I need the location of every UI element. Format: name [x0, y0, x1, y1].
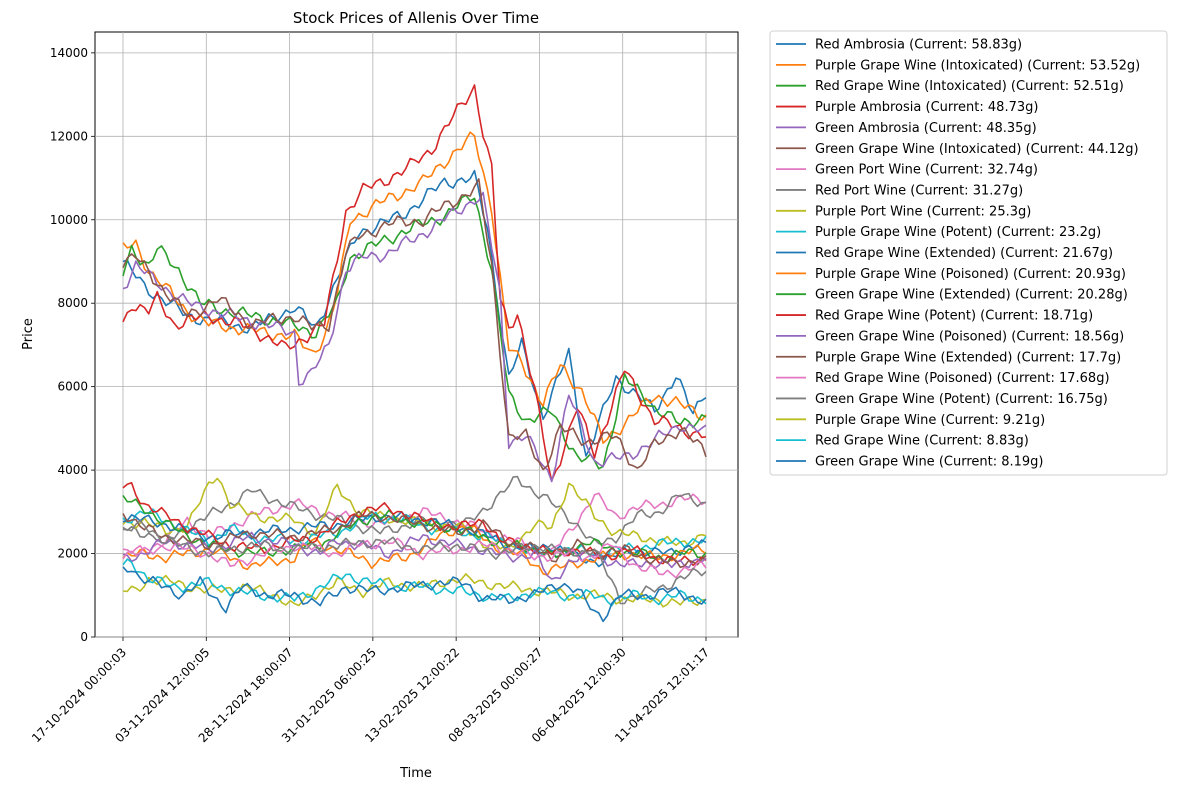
legend-label: Purple Grape Wine (Potent) (Current: 23.… [815, 225, 1101, 240]
plot-frame [94, 31, 739, 638]
legend-label: Purple Grape Wine (Current: 9.21g) [815, 413, 1045, 428]
series-line [122, 558, 707, 607]
y-tick-label: 8000 [57, 296, 88, 310]
legend-label: Green Grape Wine (Potent) (Current: 16.7… [815, 392, 1108, 407]
legend-label: Red Grape Wine (Poisoned) (Current: 17.6… [815, 371, 1110, 386]
chart-title: Stock Prices of Allenis Over Time [293, 9, 539, 27]
legend-label: Red Grape Wine (Current: 8.83g) [815, 434, 1029, 449]
series-line [122, 84, 707, 482]
legend-label: Green Grape Wine (Extended) (Current: 20… [815, 288, 1128, 303]
series-line [122, 537, 707, 579]
series-line [122, 510, 707, 568]
series-line [122, 510, 707, 569]
legend-label: Green Grape Wine (Intoxicated) (Current:… [815, 142, 1139, 157]
legend: Red Ambrosia (Current: 58.83g) Purple Gra… [769, 30, 1168, 476]
series-line [122, 481, 707, 567]
legend-label: Green Ambrosia (Current: 48.35g) [815, 121, 1037, 136]
y-tick-label: 2000 [57, 547, 88, 561]
y-tick-label: 14000 [50, 46, 88, 60]
y-tick-label: 0 [80, 630, 88, 644]
legend-label: Green Grape Wine (Current: 8.19g) [815, 455, 1044, 470]
y-tick-label: 10000 [50, 213, 88, 227]
legend-frame [769, 30, 1168, 476]
plot-area [94, 31, 739, 638]
y-tick-label: 6000 [57, 380, 88, 394]
x-axis-label: Time [399, 766, 432, 781]
legend-label: Red Ambrosia (Current: 58.83g) [815, 38, 1022, 53]
legend-label: Green Port Wine (Current: 32.74g) [815, 163, 1038, 178]
y-axis: 0 2000 4000 6000 8000 10000 12000 14000 [50, 46, 95, 644]
legend-label: Purple Grape Wine (Poisoned) (Current: 2… [815, 267, 1126, 282]
series-line [122, 191, 707, 483]
series-lines [122, 84, 707, 623]
series-line [122, 131, 707, 444]
series-line [122, 194, 707, 470]
legend-label: Red Port Wine (Current: 31.27g) [815, 183, 1023, 198]
series-line [122, 477, 707, 550]
series-line [122, 566, 707, 623]
legend-label: Purple Port Wine (Current: 25.3g) [815, 204, 1031, 219]
legend-label: Red Grape Wine (Extended) (Current: 21.6… [815, 246, 1113, 261]
y-axis-label: Price [21, 318, 36, 350]
legend-label: Red Grape Wine (Intoxicated) (Current: 5… [815, 79, 1124, 94]
legend-label: Purple Grape Wine (Intoxicated) (Current… [815, 58, 1140, 73]
y-tick-label: 4000 [57, 463, 88, 477]
series-line [122, 475, 707, 545]
series-line [122, 519, 707, 605]
legend-label: Purple Ambrosia (Current: 48.73g) [815, 100, 1038, 115]
legend-label: Purple Grape Wine (Extended) (Current: 1… [815, 350, 1121, 365]
series-line [122, 178, 707, 471]
legend-label: Red Grape Wine (Potent) (Current: 18.71g… [815, 309, 1093, 324]
legend-label: Green Grape Wine (Poisoned) (Current: 18… [815, 329, 1124, 344]
y-tick-label: 12000 [50, 129, 88, 143]
